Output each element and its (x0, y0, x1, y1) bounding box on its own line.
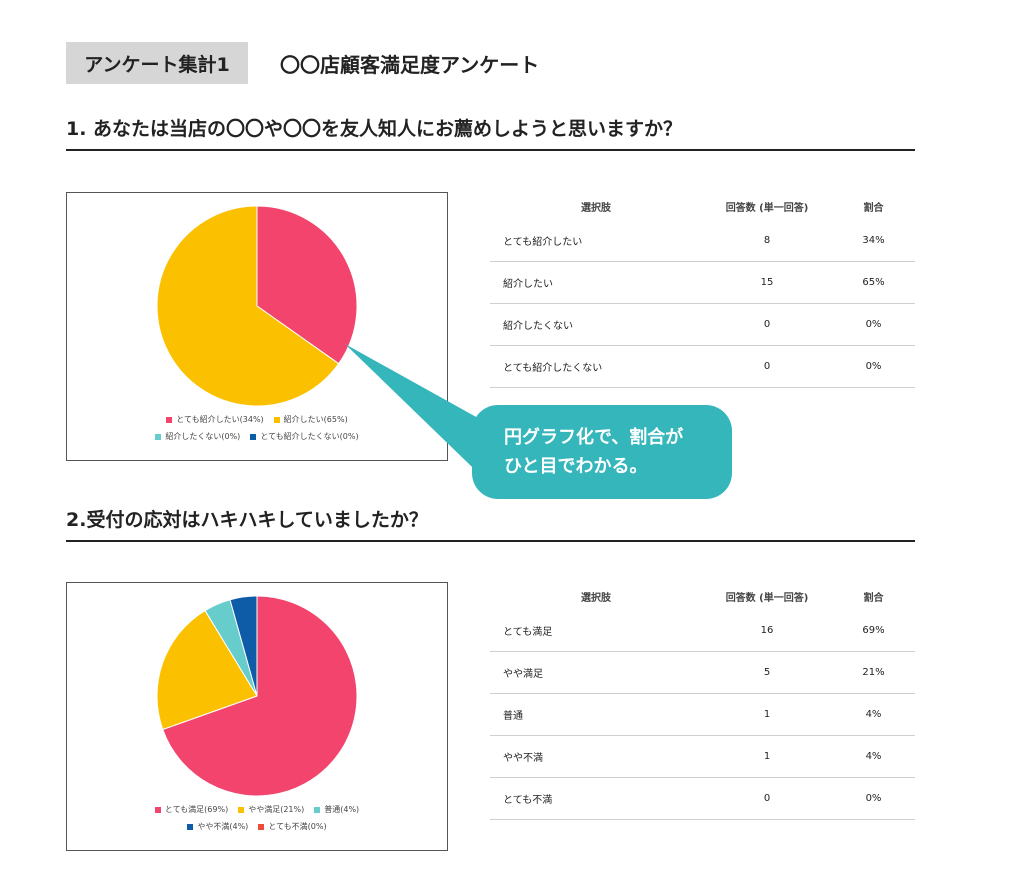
legend-row: やや不満(4%) とても不満(0%) (187, 821, 327, 832)
row-count: 8 (763, 235, 771, 246)
row-pct: 0% (865, 793, 882, 804)
question-1-divider (66, 149, 915, 151)
pie-slice (156, 609, 258, 731)
legend-item: 紹介したい(65%) (273, 414, 348, 425)
row-pct: 34% (862, 235, 885, 246)
legend-label: 紹介したい(65%) (283, 415, 348, 424)
question-1-title: 1. あなたは当店の〇〇や〇〇を友人知人にお薦めしようと思いますか？ (66, 118, 683, 140)
legend-swatch (238, 806, 245, 813)
legend-item: とても満足(69%) (154, 804, 229, 815)
page-title: 〇〇店顧客満足度アンケート (280, 52, 540, 77)
legend-item: やや不満(4%) (187, 821, 248, 832)
row-label: とても満足 (503, 627, 553, 638)
legend-item: 紹介したくない(0%) (155, 431, 240, 442)
header-ratio: 割合 (863, 592, 884, 604)
row-label: とても紹介したくない (503, 363, 603, 374)
row-pct: 65% (862, 277, 885, 288)
section-badge: アンケート集計1 (66, 42, 248, 84)
table-row: とても紹介したくない 0 0% (490, 346, 915, 388)
legend-label: 普通(4%) (324, 805, 360, 814)
question-2-chart: とても満足(69%) やや満足(21%) 普通(4%) やや不満(4%) とても不満(0… (66, 582, 448, 851)
question-1-pie-svg (156, 205, 358, 407)
table-row: とても満足 16 69% (490, 610, 915, 652)
table-row: とても紹介したい 8 34% (490, 220, 915, 262)
legend-label: とても紹介したい(34%) (176, 415, 264, 424)
legend-label: やや不満(4%) (197, 822, 249, 831)
table-row: 紹介したくない 0 0% (490, 304, 915, 346)
question-1-legend: とても紹介したい(34%) 紹介したい(65%) 紹介したくない(0%) とても紹介し… (67, 414, 447, 442)
legend-item: やや満足(21%) (238, 804, 304, 815)
pie-slice (156, 205, 340, 407)
legend-item: とても紹介したい(34%) (166, 414, 264, 425)
legend-item: とても不満(0%) (258, 821, 327, 832)
question-2-pie-svg (156, 595, 358, 797)
legend-row: とても紹介したい(34%) 紹介したい(65%) (166, 414, 348, 425)
legend-label: 紹介したくない(0%) (165, 432, 241, 441)
legend-swatch (250, 433, 257, 440)
legend-label: とても満足(69%) (164, 805, 229, 814)
row-label: とても紹介したい (503, 237, 583, 248)
callout-bubble: 円グラフ化で、割合が ひと目でわかる。 (472, 405, 732, 499)
row-count: 1 (763, 751, 771, 762)
row-label: 紹介したくない (503, 321, 573, 332)
row-pct: 21% (862, 667, 885, 678)
row-pct: 4% (865, 751, 882, 762)
header-ratio: 割合 (863, 202, 884, 214)
row-count: 0 (763, 793, 771, 804)
header-choice: 選択肢 (581, 202, 611, 214)
legend-row: とても満足(69%) やや満足(21%) 普通(4%) (154, 804, 359, 815)
legend-label: やや満足(21%) (248, 805, 305, 814)
question-2-title: 2.受付の応対はハキハキしていましたか？ (66, 509, 428, 531)
table-row: 紹介したい 15 65% (490, 262, 915, 304)
row-pct: 0% (865, 319, 882, 330)
row-label: やや満足 (503, 669, 543, 680)
legend-label: とても不満(0%) (268, 822, 327, 831)
legend-swatch (166, 416, 173, 423)
table-row: とても不満 0 0% (490, 778, 915, 820)
table-row: 普通 1 4% (490, 694, 915, 736)
pie-slice (256, 205, 358, 365)
row-pct: 4% (865, 709, 882, 720)
row-label: とても不満 (503, 795, 553, 806)
callout-line-2: ひと目でわかる。 (504, 456, 648, 477)
question-2-table: 選択肢 回答数 (単一回答) 割合 とても満足 16 69% やや満足 5 21… (490, 582, 915, 820)
row-count: 1 (763, 709, 771, 720)
question-2-divider (66, 540, 915, 542)
question-2-legend: とても満足(69%) やや満足(21%) 普通(4%) やや不満(4%) とても不満(0… (67, 804, 447, 832)
legend-swatch (187, 823, 194, 830)
table-row: やや満足 5 21% (490, 652, 915, 694)
header-count: 回答数 (単一回答) (725, 592, 809, 604)
page-header: アンケート集計1 〇〇店顧客満足度アンケート (66, 42, 539, 84)
legend-swatch (273, 416, 280, 423)
row-label: 紹介したい (503, 279, 553, 290)
pie-slice (162, 595, 358, 797)
legend-item: とても紹介したくない(0%) (250, 431, 359, 442)
table-header: 選択肢 回答数 (単一回答) 割合 (490, 582, 915, 610)
question-1-chart: とても紹介したい(34%) 紹介したい(65%) 紹介したくない(0%) とても紹介し… (66, 192, 448, 461)
legend-item: 普通(4%) (314, 804, 359, 815)
row-count: 15 (760, 277, 774, 288)
legend-row: 紹介したくない(0%) とても紹介したくない(0%) (155, 431, 359, 442)
legend-swatch (314, 806, 321, 813)
header-count: 回答数 (単一回答) (725, 202, 809, 214)
table-header: 選択肢 回答数 (単一回答) 割合 (490, 192, 915, 220)
table-row: やや不満 1 4% (490, 736, 915, 778)
question-1-table: 選択肢 回答数 (単一回答) 割合 とても紹介したい 8 34% 紹介したい 1… (490, 192, 915, 388)
row-count: 16 (760, 625, 774, 636)
row-pct: 69% (862, 625, 885, 636)
row-count: 0 (763, 319, 771, 330)
row-count: 5 (763, 667, 771, 678)
row-pct: 0% (865, 361, 882, 372)
pie-slice (229, 595, 258, 697)
header-choice: 選択肢 (581, 592, 611, 604)
legend-label: とても紹介したくない(0%) (260, 432, 359, 441)
callout-line-1: 円グラフ化で、割合が (504, 427, 684, 448)
row-label: 普通 (503, 711, 523, 722)
row-count: 0 (763, 361, 771, 372)
legend-swatch (258, 823, 265, 830)
row-label: やや不満 (503, 753, 543, 764)
legend-swatch (154, 806, 161, 813)
legend-swatch (155, 433, 162, 440)
